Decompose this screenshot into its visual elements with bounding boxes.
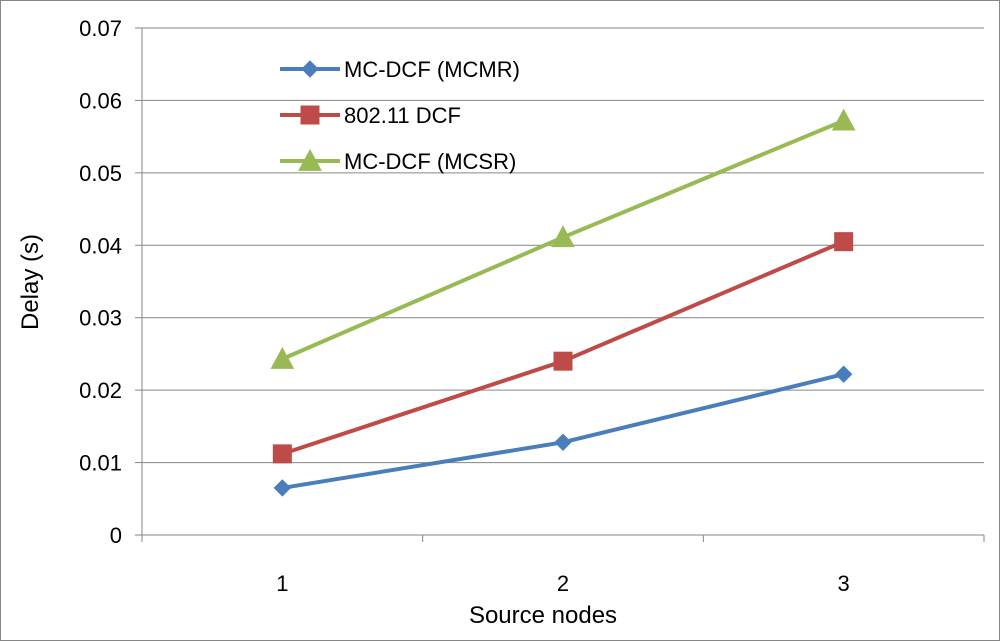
legend-label: MC-DCF (MCSR): [344, 149, 516, 174]
x-tick-label: 1: [276, 571, 288, 596]
data-point-marker: [831, 108, 856, 131]
series-lines: [280, 118, 846, 490]
y-tick-label: 0.03: [79, 306, 122, 331]
y-tick-label: 0.02: [79, 378, 122, 403]
data-point-marker: [834, 365, 853, 383]
series-line: [280, 239, 846, 456]
series-line: [280, 372, 846, 490]
series-markers: [270, 108, 856, 497]
data-point-marker: [272, 444, 292, 464]
x-axis-ticks: 1 2 3: [276, 571, 850, 596]
legend-item: 802.11 DCF: [280, 103, 461, 128]
data-point-marker: [270, 346, 295, 369]
y-tick-label: 0.01: [79, 451, 122, 476]
legend-label: MC-DCF (MCMR): [344, 57, 520, 82]
y-axis-title: Delay (s): [17, 234, 44, 330]
y-tick-label: 0.06: [79, 88, 122, 113]
data-point-marker: [834, 232, 854, 252]
legend: MC-DCF (MCMR) 802.11 DCF MC-DCF (MCSR): [280, 57, 520, 174]
x-tick-label: 2: [557, 571, 569, 596]
y-tick-label: 0.07: [79, 16, 122, 41]
legend-marker: [298, 148, 322, 171]
x-axis-title: Source nodes: [469, 602, 617, 629]
plot-area-border: [135, 27, 985, 542]
legend-item: MC-DCF (MCSR): [280, 148, 516, 174]
data-point-marker: [551, 225, 575, 248]
legend-marker: [301, 60, 319, 78]
data-point-marker: [553, 351, 573, 371]
x-tick-label: 3: [838, 571, 850, 596]
data-point-marker: [273, 479, 292, 497]
legend-marker: [300, 105, 320, 125]
data-point-marker: [554, 433, 572, 451]
y-axis-ticks: 0 0.01 0.02 0.03 0.04 0.05 0.06 0.07: [79, 16, 122, 548]
y-tick-label: 0.04: [79, 233, 122, 258]
legend-label: 802.11 DCF: [344, 103, 461, 128]
y-tick-label: 0.05: [79, 161, 122, 186]
y-tick-label: 0: [110, 523, 122, 548]
legend-item: MC-DCF (MCMR): [280, 57, 520, 82]
